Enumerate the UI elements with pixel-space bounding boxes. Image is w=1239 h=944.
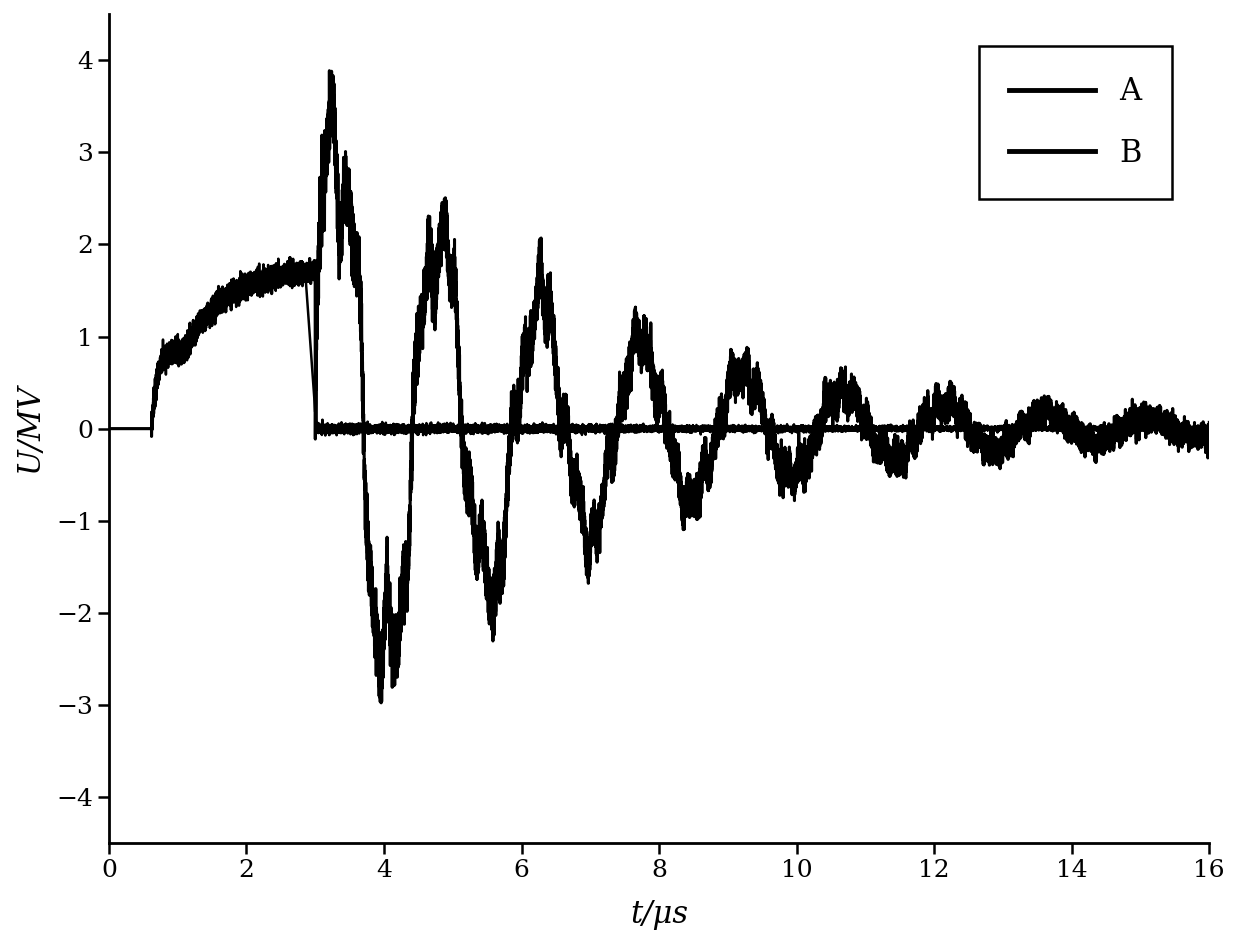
Line: A: A bbox=[109, 258, 1209, 435]
X-axis label: t/μs: t/μs bbox=[631, 899, 688, 930]
A bbox=[318, 430, 333, 441]
Line: B: B bbox=[109, 71, 1209, 703]
B bbox=[322, 65, 337, 76]
A bbox=[767, 424, 782, 435]
Legend: A, B: A, B bbox=[979, 45, 1172, 199]
B bbox=[808, 427, 823, 438]
B bbox=[374, 698, 389, 709]
A bbox=[890, 422, 904, 433]
A bbox=[808, 423, 823, 434]
B bbox=[375, 642, 390, 653]
A bbox=[375, 422, 390, 433]
B bbox=[102, 423, 116, 434]
B bbox=[890, 460, 904, 471]
A bbox=[1202, 423, 1217, 434]
Y-axis label: U/MV: U/MV bbox=[14, 384, 45, 473]
B bbox=[1131, 414, 1146, 426]
A bbox=[622, 422, 637, 433]
A bbox=[282, 252, 297, 263]
B bbox=[622, 359, 637, 370]
A bbox=[102, 423, 116, 434]
A bbox=[1131, 423, 1146, 434]
B bbox=[1202, 416, 1217, 428]
B bbox=[767, 441, 782, 452]
